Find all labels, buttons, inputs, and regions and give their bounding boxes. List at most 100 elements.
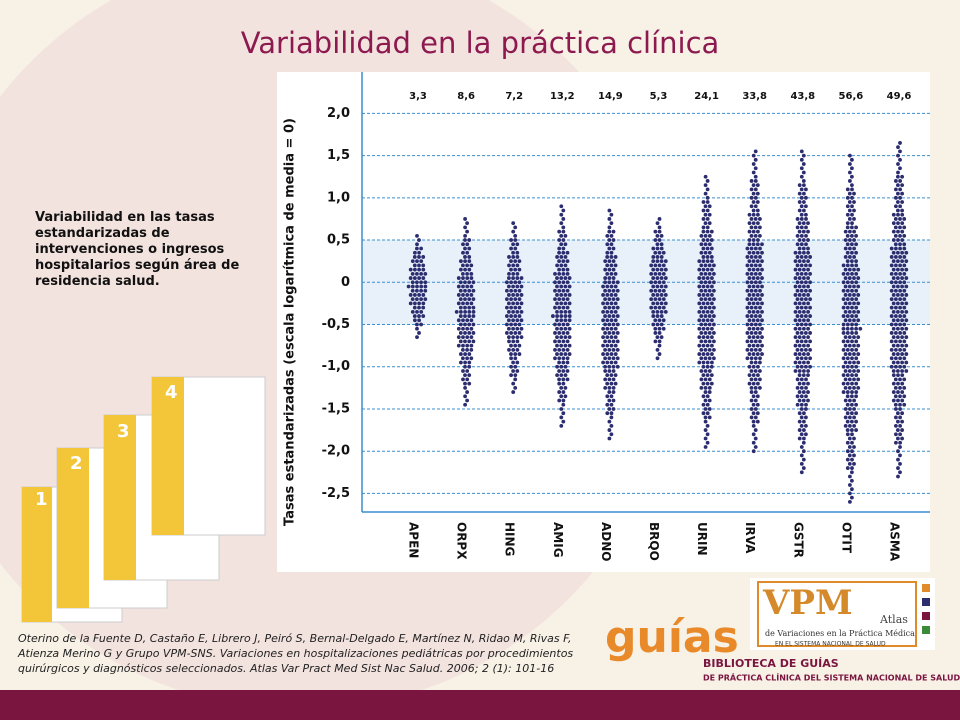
dot <box>699 322 704 327</box>
dot <box>707 331 712 335</box>
y-tick-label: 1,0 <box>327 190 350 205</box>
dot <box>797 398 802 403</box>
dot <box>609 250 614 255</box>
dot <box>799 233 804 238</box>
dot <box>753 322 758 327</box>
dot <box>609 242 614 247</box>
dot <box>898 356 902 361</box>
dot <box>707 221 712 226</box>
dot <box>808 297 812 302</box>
dot <box>557 297 562 302</box>
x-tick-label: ORPX <box>455 522 469 560</box>
dot <box>553 280 557 285</box>
dot <box>900 229 905 234</box>
vpm-line1: de Variaciones en la Práctica Médica <box>765 629 915 638</box>
dot <box>894 204 898 209</box>
dot <box>755 335 760 340</box>
dot <box>852 415 856 420</box>
dot <box>749 347 754 352</box>
dot <box>563 301 568 306</box>
dot <box>889 297 894 302</box>
dot <box>894 195 898 200</box>
dot-strip <box>406 233 428 340</box>
dot <box>465 271 469 276</box>
vpm-word: VPM <box>762 583 853 623</box>
dot <box>511 318 515 323</box>
dot <box>751 191 756 196</box>
dot <box>804 242 808 247</box>
dot <box>463 309 467 314</box>
dot <box>467 360 472 365</box>
dot <box>756 381 760 386</box>
dot <box>509 259 513 264</box>
dot <box>797 419 802 424</box>
dot <box>896 221 900 226</box>
dot <box>801 238 806 242</box>
dot <box>747 293 752 297</box>
y-tick-label: -0,5 <box>322 317 350 332</box>
dot <box>801 457 806 462</box>
dot <box>804 377 808 382</box>
dot <box>519 276 524 280</box>
dot <box>758 271 762 276</box>
dot <box>509 288 513 293</box>
dot <box>845 187 850 192</box>
dot <box>657 297 662 302</box>
dot <box>850 495 854 500</box>
dot <box>707 271 712 276</box>
dot <box>896 212 900 217</box>
top-value-label: 8,6 <box>457 91 475 102</box>
dot <box>753 305 758 310</box>
dot <box>454 309 459 314</box>
dot <box>563 352 568 356</box>
dot <box>852 301 856 306</box>
dot <box>705 225 710 230</box>
dot <box>852 318 856 323</box>
dot <box>557 271 562 276</box>
x-tick-label: APEN <box>407 522 421 558</box>
dot <box>889 271 894 276</box>
dot <box>607 331 612 335</box>
dot <box>463 322 467 327</box>
dot <box>856 276 861 280</box>
dot <box>699 331 704 335</box>
dot <box>469 293 474 297</box>
dot <box>841 326 846 331</box>
description: Variabilidad en las tasas estandarizadas… <box>35 210 240 289</box>
guias-line1: BIBLIOTECA DE GUÍAS <box>703 657 839 670</box>
dot <box>511 301 515 306</box>
dot <box>843 335 848 340</box>
dot <box>611 322 616 327</box>
dot <box>893 242 898 247</box>
dot <box>894 322 898 327</box>
dot <box>904 276 909 280</box>
dot <box>850 364 854 369</box>
dot <box>661 297 666 302</box>
dot <box>751 423 756 428</box>
dot <box>559 309 564 314</box>
dot <box>417 318 421 323</box>
dot <box>605 309 610 314</box>
dot <box>850 419 854 424</box>
dot <box>806 373 810 378</box>
dot <box>854 271 859 276</box>
dot <box>559 385 564 390</box>
dot <box>889 255 894 259</box>
dot <box>747 318 752 323</box>
dot <box>751 162 756 166</box>
dot <box>507 271 511 276</box>
dot <box>408 267 413 272</box>
dot <box>565 288 570 293</box>
dot <box>898 187 902 192</box>
dot <box>843 377 848 382</box>
dot <box>898 461 902 466</box>
dot <box>561 360 566 365</box>
dot <box>517 267 522 272</box>
dot <box>848 246 852 251</box>
dot <box>797 326 802 331</box>
dot <box>891 343 896 348</box>
dot <box>745 339 750 344</box>
dot <box>463 381 467 386</box>
dot <box>513 246 518 251</box>
dot <box>559 233 564 238</box>
